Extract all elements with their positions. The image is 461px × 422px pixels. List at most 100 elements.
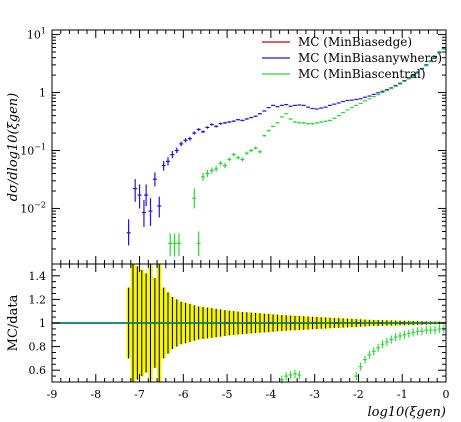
data-point [222,121,227,124]
data-point [266,106,271,109]
ratio-point-central [428,326,433,335]
x-axis-label: log10(ξgen) [367,405,446,420]
data-point [367,98,372,100]
data-point [231,152,236,157]
legend-label: MC (MinBiasanywhere) [298,51,442,65]
series-anywhere [126,47,446,246]
ratio-y-tick-label: 1.2 [29,293,47,306]
data-point [358,98,363,100]
data-point [367,95,372,97]
data-point [192,188,197,209]
data-point [310,107,315,110]
data-point [227,121,232,123]
ratio-point-central [415,327,420,336]
data-point [288,118,293,120]
legend-label: MC (MinBiascentral) [298,67,426,81]
main-y-tick-label: 10−1 [20,142,46,157]
data-point [214,125,219,128]
legend-entry: MC (MinBiasedge) [262,35,412,49]
data-point [161,160,166,171]
data-point [376,92,381,94]
data-point [214,166,219,172]
ratio-point-central [371,347,376,356]
data-point [253,146,258,150]
data-point [319,121,324,123]
data-point [227,157,232,162]
data-point [332,117,337,119]
data-point [170,151,175,159]
ratio-point-central [358,362,363,371]
ratio-point-central [376,343,381,352]
ratio-y-tick-label: 0.6 [29,364,47,377]
data-point [187,136,192,141]
ratio-point-central [367,350,372,359]
data-point [183,138,188,143]
x-tick-label: -4 [266,388,277,401]
data-point [341,100,346,103]
x-ticks: -9 -8 -7 -6 -5 -4 -3 -2 -1 0 [47,30,450,401]
data-point [319,107,324,109]
data-point [284,103,289,106]
ratio-point-central [354,372,359,381]
data-point [349,99,354,101]
x-tick-label: -5 [222,388,233,401]
data-point [354,98,359,101]
main-y-axis-label: dσ/dlog10(ξgen) [6,93,21,201]
ratio-y-axis-label: MC/data [6,294,21,351]
data-point [332,103,337,105]
data-point [141,199,146,227]
data-point [292,104,297,106]
ratio-y-ticks: 0.6 0.8 1 1.2 1.4 [29,263,446,383]
data-point [310,122,315,125]
x-tick-label: -1 [397,388,408,401]
ratio-point-central [424,326,429,335]
data-point [358,102,363,104]
ratio-point-central [380,340,385,349]
x-tick-label: -6 [178,388,189,401]
data-point [205,126,210,129]
data-point [192,131,197,135]
ratio-point-central [292,369,297,378]
main-points [126,47,446,257]
data-point [157,196,162,218]
ratio-point-central [437,324,442,333]
data-point [168,233,173,257]
data-point [341,112,346,114]
data-point [288,105,293,107]
data-point [336,102,341,104]
ratio-point-central [433,326,438,335]
ratio-point-central [398,331,403,340]
ratio-point-central [384,337,389,346]
data-point [257,113,262,115]
data-point [174,147,179,154]
data-point [262,134,267,137]
main-y-ticks: 10−2 10−1 1 101 [20,27,446,250]
ratio-point-central [389,335,394,344]
data-point [271,125,276,128]
data-point [297,104,302,106]
ratio-point-central [363,355,368,364]
data-point [279,116,284,118]
data-point [327,119,332,122]
data-point [244,151,249,155]
data-point [371,93,376,95]
ratio-point-central [419,327,424,336]
main-y-tick-label: 101 [27,27,46,42]
data-point [301,104,306,106]
legend-label: MC (MinBiasedge) [298,35,412,49]
ratio-point-central [406,329,411,338]
ratio-y-tick-label: 0.8 [29,341,47,354]
data-point [257,150,262,154]
data-point [148,198,153,226]
data-point [314,108,319,110]
data-point [176,233,181,257]
data-point [349,106,354,109]
data-point [292,121,297,123]
data-point [327,104,332,106]
data-point [244,118,249,120]
data-point [133,179,138,202]
data-point [380,90,385,92]
data-point [306,106,311,108]
ratio-point-central [288,370,293,379]
